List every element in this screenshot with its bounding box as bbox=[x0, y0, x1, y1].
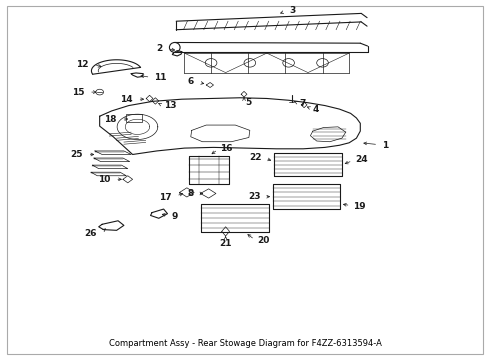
Text: 15: 15 bbox=[72, 87, 84, 96]
Text: 26: 26 bbox=[85, 229, 97, 238]
Text: 1: 1 bbox=[382, 141, 388, 150]
Text: 24: 24 bbox=[355, 156, 368, 165]
Text: 6: 6 bbox=[188, 77, 194, 86]
Text: 10: 10 bbox=[98, 175, 110, 184]
Text: 20: 20 bbox=[258, 237, 270, 246]
Text: 22: 22 bbox=[249, 153, 262, 162]
Text: 14: 14 bbox=[120, 95, 133, 104]
Text: Compartment Assy - Rear Stowage Diagram for F4ZZ-6313594-A: Compartment Assy - Rear Stowage Diagram … bbox=[109, 339, 381, 348]
Text: 4: 4 bbox=[313, 105, 319, 114]
Text: 21: 21 bbox=[220, 239, 232, 248]
Text: 3: 3 bbox=[290, 6, 296, 15]
Text: 25: 25 bbox=[70, 150, 83, 159]
Text: 12: 12 bbox=[76, 60, 89, 69]
Text: 13: 13 bbox=[164, 101, 176, 110]
Text: 2: 2 bbox=[156, 44, 163, 53]
Bar bbox=[126, 114, 142, 122]
Text: 5: 5 bbox=[245, 98, 251, 107]
Text: 19: 19 bbox=[353, 202, 366, 211]
Text: 7: 7 bbox=[299, 99, 306, 108]
Text: 18: 18 bbox=[104, 114, 117, 123]
Text: 9: 9 bbox=[172, 212, 178, 221]
Text: 16: 16 bbox=[220, 144, 232, 153]
Text: 11: 11 bbox=[154, 73, 167, 82]
Text: 17: 17 bbox=[159, 193, 171, 202]
Text: 8: 8 bbox=[188, 189, 194, 198]
Text: 23: 23 bbox=[248, 192, 261, 201]
